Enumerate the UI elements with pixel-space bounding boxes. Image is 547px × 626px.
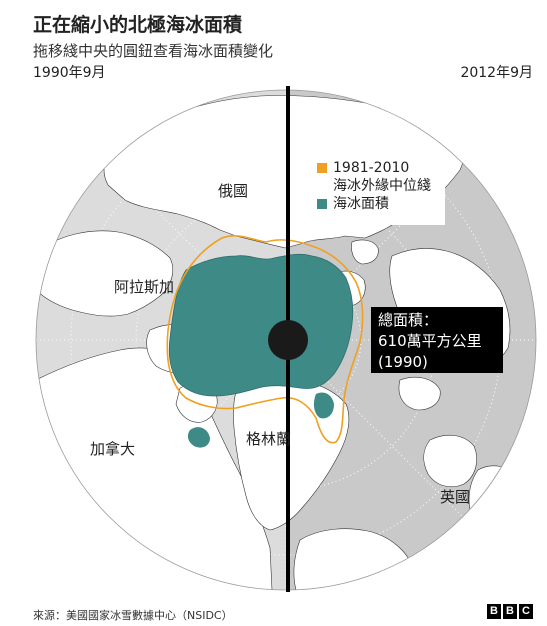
legend-median-label: 海冰外緣中位綫: [333, 178, 431, 194]
legend-ice-entry: 海冰面積: [317, 195, 445, 213]
year-left-label: 1990年9月: [33, 65, 106, 81]
slider-handle[interactable]: [268, 320, 308, 360]
bbc-logo-b1: B: [487, 604, 501, 619]
callout-line3: (1990): [378, 353, 428, 371]
label-russia: 俄國: [218, 182, 249, 200]
callout-line1: 總面積：: [378, 311, 439, 329]
legend-median-entry: 1981-2010: [317, 159, 445, 177]
bbc-logo: B B C: [487, 604, 533, 619]
ice-swatch: [317, 199, 327, 209]
sea-ice-extent: [168, 253, 354, 397]
label-uk: 英國: [440, 488, 471, 506]
label-alaska: 阿拉斯加: [114, 278, 175, 296]
label-greenland: 格林蘭: [246, 430, 292, 448]
page-title: 正在縮小的北極海冰面積: [33, 14, 243, 36]
callout-line2: 610萬平方公里: [378, 332, 482, 350]
bbc-logo-c: C: [519, 604, 533, 619]
legend-median-range: 1981-2010: [333, 160, 410, 176]
map-legend: 1981-2010 海冰外緣中位綫 海冰面積: [309, 153, 445, 225]
total-area-callout: 總面積： 610萬平方公里 (1990): [371, 307, 503, 373]
land-alaska: [36, 230, 173, 317]
median-ice-edge-line: [166, 235, 364, 444]
source-footer: 來源：美國國家冰雪數據中心（NSIDC）: [33, 609, 233, 622]
land-uk: [423, 434, 477, 487]
year-right-label: 2012年9月: [460, 65, 533, 81]
label-canada: 加拿大: [90, 440, 136, 458]
legend-ice-label: 海冰面積: [333, 196, 389, 212]
bbc-logo-b2: B: [503, 604, 517, 619]
median-swatch: [317, 163, 327, 173]
sea-ice-patch: [313, 392, 334, 419]
page-subtitle: 拖移綫中央的圓鈕查看海冰面積變化: [33, 42, 274, 60]
